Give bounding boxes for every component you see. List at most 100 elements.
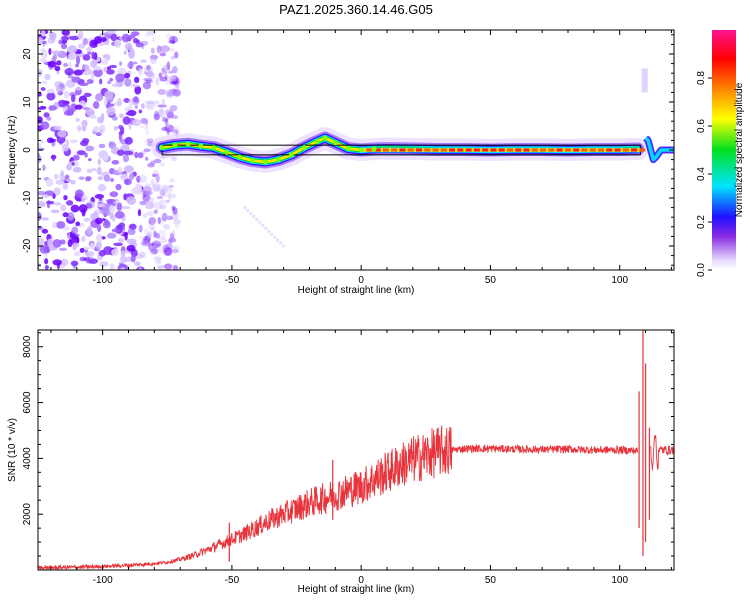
noise-blob (123, 193, 127, 201)
noise-blob (145, 201, 155, 210)
noise-blob (149, 54, 159, 60)
noise-blob (150, 178, 155, 184)
snr-data (38, 330, 674, 570)
colorbar-tick-label: 0.4 (696, 167, 707, 181)
noise-blob (113, 242, 124, 247)
noise-blob (163, 223, 170, 230)
noise-blob (143, 78, 151, 84)
noise-blob (171, 36, 175, 45)
noise-blob (121, 33, 130, 43)
noise-blob (56, 85, 61, 93)
colorbar-tick-label: 0.8 (696, 71, 707, 85)
x-tick-label: -100 (93, 575, 113, 586)
noise-blob (144, 104, 152, 109)
noise-blob (44, 61, 48, 66)
noise-blob (42, 164, 46, 172)
noise-blob (76, 150, 86, 156)
noise-blob (155, 259, 162, 265)
noise-blob (148, 217, 156, 226)
noise-blob (89, 39, 99, 49)
ridge-knot (288, 152, 294, 158)
ridge-knot (345, 146, 351, 152)
ridge-peak (449, 148, 456, 152)
noise-blob (56, 60, 62, 66)
noise-blob (78, 30, 84, 39)
noise-blob (79, 82, 89, 87)
noise-blob (120, 250, 126, 258)
y-tick-label: 6000 (22, 391, 33, 414)
noise-blob (100, 37, 107, 42)
noise-blob (50, 209, 60, 214)
noise-blob (161, 70, 168, 75)
noise-blob (44, 258, 49, 265)
y-tick-label: 2000 (22, 503, 33, 526)
y-tick-label: -10 (22, 190, 33, 205)
noise-blob (85, 176, 92, 182)
noise-blob (77, 124, 82, 132)
noise-blob (150, 47, 155, 54)
noise-blob (175, 84, 180, 89)
noise-blob (172, 89, 181, 97)
noise-blob (164, 74, 168, 80)
noise-blob (116, 149, 125, 156)
noise-blob (124, 78, 132, 87)
noise-blob (171, 88, 177, 94)
noise-blob (109, 191, 119, 198)
noise-blob (89, 243, 96, 250)
noise-blob (156, 45, 162, 54)
ridge-knot (371, 146, 377, 152)
noise-blob (123, 50, 127, 55)
noise-blob (161, 116, 170, 120)
noise-blob (171, 245, 181, 250)
noise-blob (143, 77, 153, 82)
ridge-peak (391, 148, 398, 152)
noise-blob (158, 108, 164, 118)
noise-blob (67, 45, 78, 54)
noise-blob (44, 73, 51, 81)
noise-blob (109, 263, 115, 270)
noise-blob (171, 156, 177, 162)
noise-blob (58, 247, 68, 252)
noise-blob (117, 237, 125, 243)
noise-blob (108, 141, 114, 147)
y-tick-label: -20 (22, 238, 33, 253)
snr-x-label: Height of straight line (km) (298, 584, 415, 595)
noise-blob (152, 246, 158, 255)
noise-blob (166, 89, 176, 97)
noise-blob (166, 111, 174, 119)
noise-blob (144, 183, 150, 187)
noise-blob (45, 200, 55, 205)
streak-dot (276, 238, 280, 242)
noise-blob (75, 69, 84, 74)
noise-blob (161, 212, 168, 222)
noise-blob (53, 202, 62, 206)
noise-blob (67, 75, 74, 79)
noise-blob (166, 61, 171, 71)
noise-blob (132, 96, 139, 103)
noise-blob (164, 80, 173, 85)
noise-blob (139, 200, 147, 206)
noise-blob (75, 221, 81, 227)
noise-blob (88, 114, 98, 119)
noise-blob (123, 150, 134, 156)
ridge-peak (366, 148, 373, 152)
noise-blob (153, 255, 161, 262)
noise-blob (96, 166, 102, 176)
ridge-peak (548, 148, 555, 152)
noise-blob (52, 239, 62, 248)
noise-blob (159, 189, 166, 196)
snr-ticks: -100 -50 0 50 100 2000 4000 6000 8000 (22, 330, 674, 586)
noise-blob (128, 122, 132, 130)
noise-blob (142, 186, 152, 194)
noise-blob (151, 36, 156, 43)
noise-blob (171, 230, 176, 237)
noise-blob (156, 195, 164, 200)
noise-blob (111, 159, 120, 165)
noise-blob (171, 205, 176, 211)
noise-blob (70, 204, 80, 213)
noise-blob (74, 251, 81, 257)
noise-blob (57, 99, 67, 108)
noise-blob (97, 183, 107, 192)
noise-blob (144, 190, 150, 196)
streak-dot (273, 235, 277, 239)
